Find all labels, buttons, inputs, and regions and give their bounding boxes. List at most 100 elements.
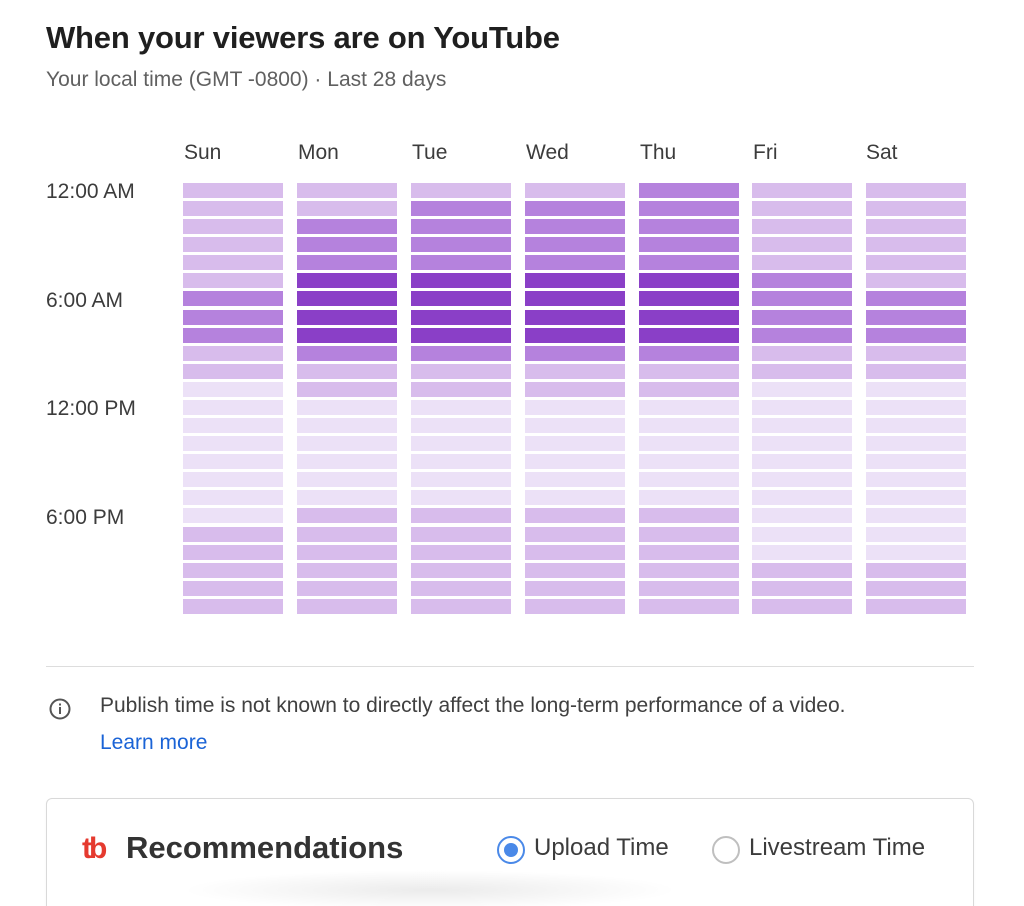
learn-more-link[interactable]: Learn more xyxy=(100,731,208,754)
livestream-time-radio[interactable] xyxy=(712,836,740,864)
heatmap-cell-sat-h16[interactable] xyxy=(866,472,966,487)
heatmap-cell-mon-h21[interactable] xyxy=(297,563,397,578)
heatmap-cell-wed-h18[interactable] xyxy=(525,508,625,523)
heatmap-cell-sun-h6[interactable] xyxy=(183,291,283,306)
heatmap-cell-tue-h7[interactable] xyxy=(411,310,511,325)
heatmap-cell-sun-h0[interactable] xyxy=(183,183,283,198)
heatmap-cell-mon-h5[interactable] xyxy=(297,273,397,288)
heatmap-cell-fri-h16[interactable] xyxy=(752,472,852,487)
heatmap-cell-sat-h23[interactable] xyxy=(866,599,966,614)
heatmap-cell-thu-h5[interactable] xyxy=(639,273,739,288)
heatmap-cell-sun-h8[interactable] xyxy=(183,328,283,343)
heatmap-cell-sat-h8[interactable] xyxy=(866,328,966,343)
heatmap-cell-sat-h20[interactable] xyxy=(866,545,966,560)
heatmap-cell-tue-h21[interactable] xyxy=(411,563,511,578)
heatmap-cell-sun-h3[interactable] xyxy=(183,237,283,252)
upload-time-label[interactable]: Upload Time xyxy=(534,834,669,861)
heatmap-cell-tue-h2[interactable] xyxy=(411,219,511,234)
heatmap-cell-wed-h20[interactable] xyxy=(525,545,625,560)
heatmap-cell-thu-h18[interactable] xyxy=(639,508,739,523)
heatmap-cell-fri-h12[interactable] xyxy=(752,400,852,415)
heatmap-cell-sat-h11[interactable] xyxy=(866,382,966,397)
heatmap-cell-thu-h0[interactable] xyxy=(639,183,739,198)
heatmap-cell-mon-h10[interactable] xyxy=(297,364,397,379)
heatmap-cell-tue-h9[interactable] xyxy=(411,346,511,361)
heatmap-cell-sat-h7[interactable] xyxy=(866,310,966,325)
heatmap-cell-wed-h6[interactable] xyxy=(525,291,625,306)
heatmap-cell-sun-h11[interactable] xyxy=(183,382,283,397)
heatmap-cell-wed-h19[interactable] xyxy=(525,527,625,542)
heatmap-cell-tue-h5[interactable] xyxy=(411,273,511,288)
heatmap-cell-fri-h3[interactable] xyxy=(752,237,852,252)
heatmap-cell-wed-h4[interactable] xyxy=(525,255,625,270)
heatmap-cell-mon-h3[interactable] xyxy=(297,237,397,252)
heatmap-cell-sat-h0[interactable] xyxy=(866,183,966,198)
heatmap-cell-mon-h19[interactable] xyxy=(297,527,397,542)
heatmap-cell-mon-h11[interactable] xyxy=(297,382,397,397)
heatmap-cell-sat-h13[interactable] xyxy=(866,418,966,433)
heatmap-cell-sat-h15[interactable] xyxy=(866,454,966,469)
heatmap-cell-wed-h7[interactable] xyxy=(525,310,625,325)
heatmap-cell-thu-h4[interactable] xyxy=(639,255,739,270)
heatmap-cell-sun-h15[interactable] xyxy=(183,454,283,469)
heatmap-cell-thu-h12[interactable] xyxy=(639,400,739,415)
heatmap-cell-sat-h12[interactable] xyxy=(866,400,966,415)
heatmap-cell-mon-h16[interactable] xyxy=(297,472,397,487)
heatmap-cell-thu-h11[interactable] xyxy=(639,382,739,397)
heatmap-cell-wed-h13[interactable] xyxy=(525,418,625,433)
heatmap-cell-mon-h13[interactable] xyxy=(297,418,397,433)
heatmap-cell-wed-h23[interactable] xyxy=(525,599,625,614)
heatmap-cell-thu-h10[interactable] xyxy=(639,364,739,379)
heatmap-cell-wed-h17[interactable] xyxy=(525,490,625,505)
heatmap-cell-mon-h4[interactable] xyxy=(297,255,397,270)
heatmap-cell-tue-h14[interactable] xyxy=(411,436,511,451)
heatmap-cell-sun-h10[interactable] xyxy=(183,364,283,379)
heatmap-cell-thu-h9[interactable] xyxy=(639,346,739,361)
heatmap-cell-mon-h7[interactable] xyxy=(297,310,397,325)
heatmap-cell-sat-h2[interactable] xyxy=(866,219,966,234)
heatmap-cell-tue-h18[interactable] xyxy=(411,508,511,523)
heatmap-cell-sun-h14[interactable] xyxy=(183,436,283,451)
heatmap-cell-thu-h6[interactable] xyxy=(639,291,739,306)
heatmap-cell-fri-h5[interactable] xyxy=(752,273,852,288)
heatmap-cell-mon-h6[interactable] xyxy=(297,291,397,306)
heatmap-cell-fri-h2[interactable] xyxy=(752,219,852,234)
heatmap-cell-thu-h17[interactable] xyxy=(639,490,739,505)
heatmap-cell-wed-h9[interactable] xyxy=(525,346,625,361)
heatmap-cell-fri-h14[interactable] xyxy=(752,436,852,451)
heatmap-cell-sun-h23[interactable] xyxy=(183,599,283,614)
heatmap-cell-sun-h2[interactable] xyxy=(183,219,283,234)
heatmap-cell-sat-h4[interactable] xyxy=(866,255,966,270)
heatmap-cell-mon-h2[interactable] xyxy=(297,219,397,234)
heatmap-cell-thu-h14[interactable] xyxy=(639,436,739,451)
heatmap-cell-thu-h23[interactable] xyxy=(639,599,739,614)
heatmap-cell-wed-h16[interactable] xyxy=(525,472,625,487)
heatmap-cell-tue-h15[interactable] xyxy=(411,454,511,469)
heatmap-cell-fri-h17[interactable] xyxy=(752,490,852,505)
heatmap-cell-sun-h17[interactable] xyxy=(183,490,283,505)
heatmap-cell-sun-h19[interactable] xyxy=(183,527,283,542)
heatmap-cell-tue-h10[interactable] xyxy=(411,364,511,379)
heatmap-cell-mon-h14[interactable] xyxy=(297,436,397,451)
heatmap-cell-mon-h17[interactable] xyxy=(297,490,397,505)
heatmap-cell-fri-h11[interactable] xyxy=(752,382,852,397)
heatmap-cell-sun-h9[interactable] xyxy=(183,346,283,361)
heatmap-cell-wed-h5[interactable] xyxy=(525,273,625,288)
heatmap-cell-wed-h2[interactable] xyxy=(525,219,625,234)
heatmap-cell-sat-h6[interactable] xyxy=(866,291,966,306)
heatmap-cell-sat-h1[interactable] xyxy=(866,201,966,216)
heatmap-cell-sun-h7[interactable] xyxy=(183,310,283,325)
heatmap-cell-sun-h22[interactable] xyxy=(183,581,283,596)
heatmap-cell-wed-h21[interactable] xyxy=(525,563,625,578)
heatmap-cell-mon-h9[interactable] xyxy=(297,346,397,361)
heatmap-cell-sun-h4[interactable] xyxy=(183,255,283,270)
heatmap-cell-thu-h7[interactable] xyxy=(639,310,739,325)
heatmap-cell-thu-h1[interactable] xyxy=(639,201,739,216)
heatmap-cell-mon-h18[interactable] xyxy=(297,508,397,523)
heatmap-cell-tue-h13[interactable] xyxy=(411,418,511,433)
heatmap-cell-sat-h14[interactable] xyxy=(866,436,966,451)
heatmap-cell-thu-h15[interactable] xyxy=(639,454,739,469)
heatmap-cell-thu-h21[interactable] xyxy=(639,563,739,578)
heatmap-cell-sat-h22[interactable] xyxy=(866,581,966,596)
heatmap-cell-fri-h7[interactable] xyxy=(752,310,852,325)
